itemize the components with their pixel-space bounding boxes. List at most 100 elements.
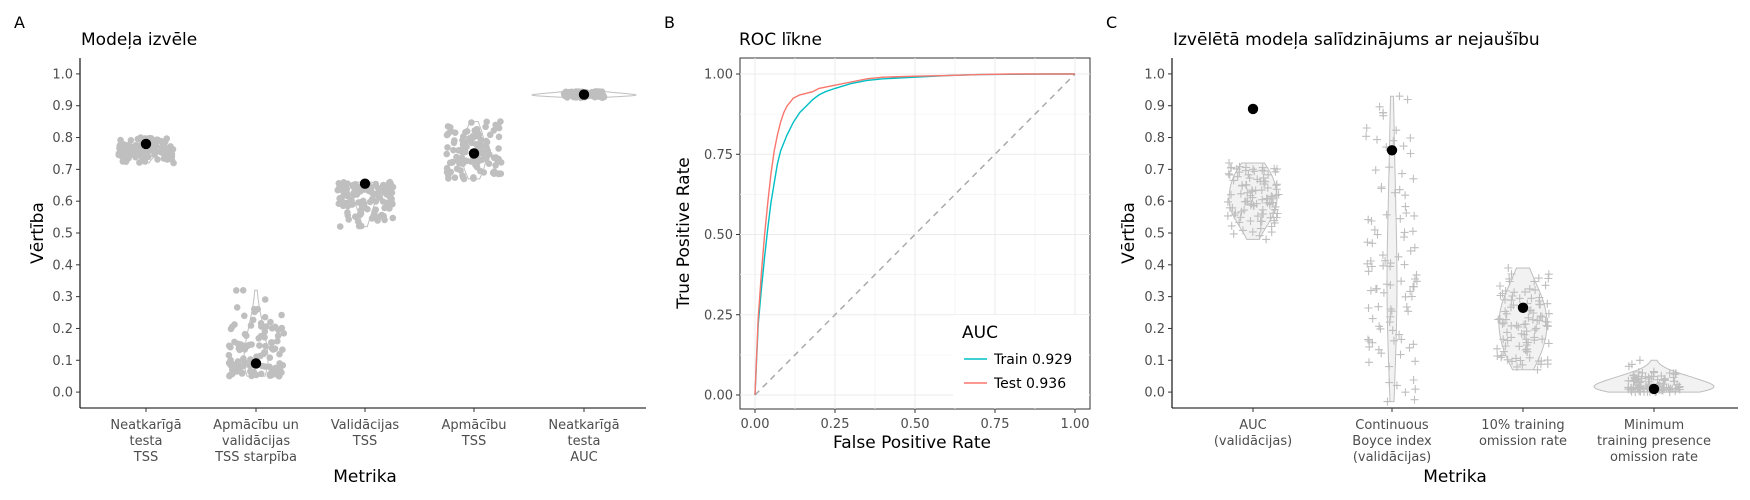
panel-c-point — [1224, 169, 1233, 178]
panel-c-point — [1530, 326, 1539, 334]
panel-c-xlabel: Metrika — [1423, 467, 1486, 487]
panel-c-point — [1365, 337, 1374, 345]
panel-c-point — [1223, 211, 1232, 220]
panel-a-point — [134, 135, 142, 143]
panel-c-point — [1373, 230, 1382, 239]
panel-a-x-tick-label: Apmācību TSS — [441, 418, 506, 449]
panel-a-point — [495, 133, 503, 141]
panel-c-point — [1270, 218, 1279, 227]
panel-c-point — [1525, 353, 1534, 362]
panel-c-point — [1374, 345, 1383, 354]
panel-c-point — [1392, 381, 1401, 390]
panel-c-point — [1371, 166, 1380, 175]
panel-c-point — [1508, 292, 1517, 300]
panel-c-point — [1635, 356, 1644, 365]
panel-a-y-tick-label: 0.6 — [52, 195, 73, 210]
panel-c-point — [1400, 260, 1409, 269]
panel-c-point — [1507, 321, 1516, 330]
panel-c-point — [1400, 233, 1408, 242]
panel-a-y-tick-label: 0.4 — [52, 258, 73, 273]
panel-c-point — [1256, 224, 1265, 233]
panel-c-point — [1386, 281, 1395, 289]
panel-a-point — [482, 123, 489, 131]
panel-c-point — [1543, 356, 1552, 365]
panel-c-point — [1632, 374, 1641, 383]
panel-c-point — [1401, 191, 1410, 200]
panel-a-point — [369, 189, 376, 197]
panel-c-point — [1493, 352, 1502, 360]
panel-c-point — [1383, 397, 1392, 406]
panel-c-point — [1660, 385, 1669, 393]
panel-c-point — [1515, 342, 1524, 351]
panel-a-point — [368, 215, 376, 222]
panel-a-point — [454, 157, 461, 164]
panel-a-point — [494, 157, 501, 165]
panel-c-point — [1259, 210, 1268, 218]
panel-c-point — [1262, 235, 1271, 244]
panel-a-point — [240, 362, 247, 370]
panel-a-point — [248, 341, 255, 348]
panel-c-point — [1264, 170, 1273, 179]
panel-c-point — [1661, 376, 1670, 385]
panel-a-point — [225, 351, 233, 359]
panel-c-point — [1669, 373, 1678, 382]
panel-a-point — [131, 145, 138, 153]
panel-c-point — [1507, 296, 1516, 305]
panel-c-selected-point — [1517, 302, 1529, 313]
panel-c-point — [1235, 218, 1244, 227]
panel-a-point — [458, 147, 465, 154]
panel-c-point — [1253, 212, 1262, 221]
panel-c-point — [1388, 326, 1397, 335]
panel-c-point — [1258, 166, 1267, 175]
panel-a-point — [252, 371, 260, 379]
panel-c-point — [1227, 190, 1235, 199]
panel-c-title: Izvēlētā modeļa salīdzinājums ar nejaušī… — [1173, 30, 1540, 50]
panel-b-x-tick-label: 0.00 — [741, 417, 770, 432]
panel-c-point — [1531, 286, 1540, 295]
panel-c-point — [1501, 342, 1510, 351]
panel-a-point — [468, 119, 475, 126]
panel-a-point — [451, 174, 459, 181]
panel-a-point — [275, 372, 283, 380]
panel-a-point — [168, 156, 176, 163]
panel-b-diagonal-line — [754, 73, 1076, 396]
panel-a-point — [475, 142, 482, 149]
panel-c-point — [1400, 228, 1409, 237]
panel-c-point — [1535, 316, 1544, 325]
panel-c-point — [1525, 284, 1534, 293]
panel-c-point — [1238, 181, 1247, 190]
panel-b-legend-label: Test 0.936 — [993, 376, 1066, 392]
panel-c-point — [1528, 315, 1537, 324]
panel-a: A Modeļa izvēle Metrika Vērtība 0.00.10.… — [14, 13, 646, 487]
panel-c-point — [1530, 333, 1539, 342]
panel-c-point — [1379, 288, 1388, 297]
panel-a-point — [372, 198, 380, 205]
panel-c-point — [1263, 194, 1272, 203]
panel-c-point — [1386, 305, 1395, 314]
panel-a-point — [483, 155, 490, 162]
panel-c-point — [1368, 338, 1377, 347]
panel-c-point — [1638, 368, 1647, 377]
panel-c-point — [1503, 328, 1511, 337]
panel-c-y-tick-label: 0.4 — [1144, 258, 1165, 273]
panel-c-y-tick-label: 1.0 — [1144, 67, 1165, 82]
panel-c-point — [1401, 388, 1410, 397]
panel-c-point — [1508, 357, 1516, 366]
panel-c-point — [1406, 149, 1415, 158]
panel-c-point — [1271, 202, 1280, 211]
panel-c-point — [1381, 256, 1390, 265]
panel-b-legend-label: Train 0.929 — [993, 352, 1072, 368]
panel-a-point — [389, 200, 396, 208]
panel-c-point — [1274, 190, 1283, 199]
panel-c-point — [1387, 307, 1396, 316]
panel-a-point — [261, 296, 269, 303]
panel-c-point — [1397, 335, 1406, 344]
panel-c-point — [1515, 294, 1524, 303]
panel-c-point — [1257, 186, 1266, 195]
panel-c-point — [1538, 335, 1547, 344]
panel-a-point — [263, 323, 270, 330]
panel-c-point — [1406, 246, 1415, 255]
panel-c-plot: 0.0 0.1 0.2 0.3 0.4 0.5 0.6 0.7 0.8 0.9 1.0 AUC (val… — [1144, 58, 1738, 465]
panel-a-point — [471, 127, 479, 134]
